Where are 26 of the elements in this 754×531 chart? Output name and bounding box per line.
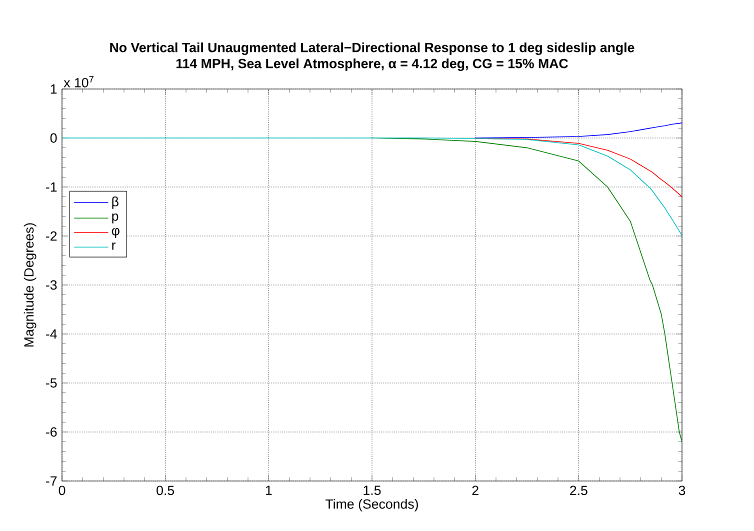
text: x 10$^{7}$ [64, 76, 94, 88]
legend-label: β [112, 196, 118, 209]
x-axis-title: Time (Seconds) [325, 498, 418, 512]
x-tick-label: 1.5 [364, 486, 381, 495]
x-tick-label: 0.5 [156, 486, 174, 496]
y-tick-label: -4 [46, 329, 57, 339]
y-tick-label: 1 [50, 84, 57, 94]
y-tick-label: -3 [46, 280, 57, 290]
x-tick-label: 0 [58, 486, 66, 496]
chart-title: No Vertical Tail Unaugmented Lateral−Directional Response to 1 deg sideslip angle [110, 42, 634, 55]
x-tick-label: 2 [472, 486, 478, 496]
legend-label: φ [112, 228, 120, 238]
y-tick-label: 0 [50, 133, 57, 143]
legend-label: p [112, 214, 118, 224]
x-tick-label: 3 [678, 486, 686, 496]
y-tick-label: -1 [46, 182, 57, 192]
chart-subtitle: 114 MPH, Sea Level Atmosphere, α = 4.12 deg, CG = 15% MAC [176, 58, 568, 71]
y-tick-label: -5 [46, 378, 57, 388]
x-tick-label: 1 [266, 486, 272, 495]
x-tick-label: 2.5 [570, 486, 588, 496]
y-axis-title: Magnitude (Degrees) [24, 223, 36, 347]
y-tick-label: -7 [46, 476, 57, 486]
line-series [474, 122, 682, 138]
legend-label: r [112, 242, 116, 250]
y-tick-label: -2 [46, 231, 57, 241]
y-tick-label: -6 [46, 427, 57, 437]
